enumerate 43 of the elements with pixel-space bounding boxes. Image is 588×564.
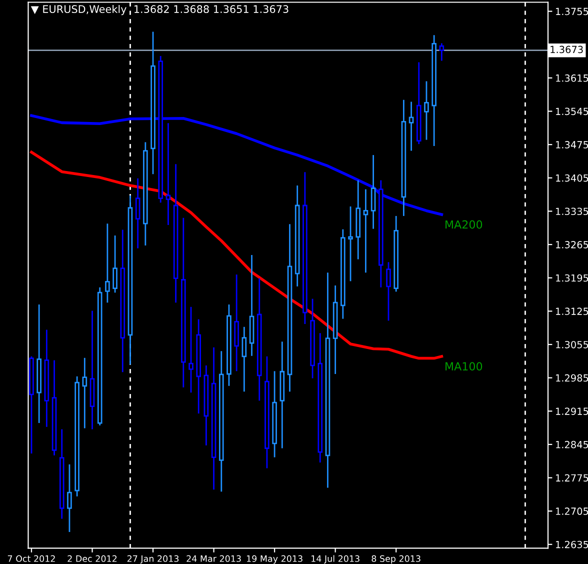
y-tick-label: 1.3195 xyxy=(556,274,588,282)
x-tick-label: 8 Sep 2013 xyxy=(372,555,420,564)
y-tick-label: 1.3545 xyxy=(556,108,588,116)
candlestick xyxy=(348,206,353,282)
candlestick xyxy=(363,188,368,274)
y-tick-label: 1.2775 xyxy=(556,474,588,482)
chart-title: ▼ EURUSD,Weekly 1.3682 1.3688 1.3651 1.3673 xyxy=(30,4,288,16)
y-tick-label: 1.2635 xyxy=(556,540,588,548)
candlestick xyxy=(166,122,171,226)
ref-line-label: 1.3673 xyxy=(550,46,583,54)
y-tick-label: 1.3265 xyxy=(556,241,588,248)
y-tick-label: 1.2845 xyxy=(556,440,588,448)
y-tick-label: 1.3475 xyxy=(556,141,588,148)
candlestick xyxy=(112,234,118,294)
y-tick-label: 1.3755 xyxy=(556,8,588,16)
x-tick-label: 27 Jan 2013 xyxy=(127,555,179,564)
candlestick xyxy=(105,222,110,304)
series-label: MA200 xyxy=(446,220,482,229)
candlestick xyxy=(424,80,429,141)
y-tick-label: 1.2915 xyxy=(556,408,588,415)
candlestick xyxy=(370,154,376,230)
y-tick-label: 1.3125 xyxy=(556,308,588,315)
candlestick xyxy=(82,357,88,429)
series-label: MA100 xyxy=(446,362,482,371)
candlestick xyxy=(386,261,391,322)
y-tick-label: 1.2985 xyxy=(556,374,588,382)
x-tick-label: 19 May 2013 xyxy=(246,555,302,564)
x-tick-label: 7 Oct 2012 xyxy=(8,555,55,562)
candlestick xyxy=(242,326,247,392)
y-tick-label: 1.2705 xyxy=(556,508,588,515)
x-tick-label: 14 Jul 2013 xyxy=(312,555,360,564)
y-tick-label: 1.3335 xyxy=(556,208,588,216)
candlestick xyxy=(188,306,194,394)
x-tick-label: 24 Mar 2013 xyxy=(186,555,241,562)
y-tick-label: 1.3615 xyxy=(556,74,588,82)
candlestick xyxy=(67,464,72,533)
y-tick-label: 1.3405 xyxy=(556,174,588,182)
line-series xyxy=(30,150,444,360)
candlestick xyxy=(135,178,140,250)
y-tick-label: 1.3055 xyxy=(556,340,588,348)
candlestick xyxy=(439,42,444,62)
x-tick-label: 2 Dec 2012 xyxy=(68,555,117,562)
candlestick xyxy=(408,101,414,152)
